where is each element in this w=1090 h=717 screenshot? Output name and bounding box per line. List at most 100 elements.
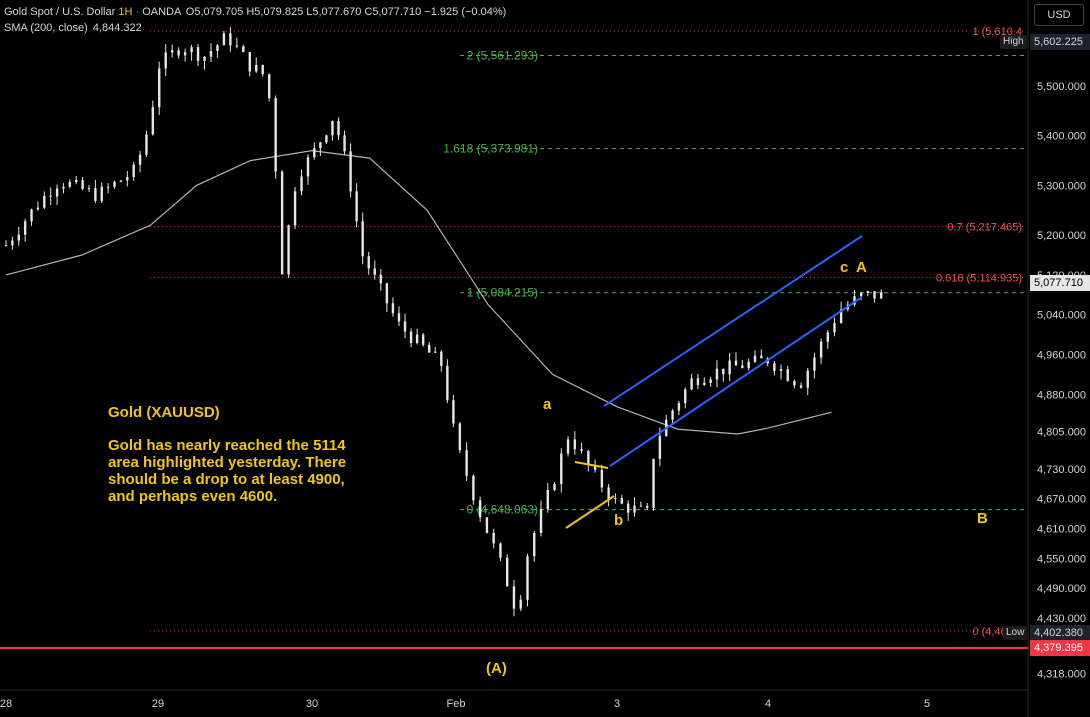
candle-body-101 (652, 458, 655, 508)
candle-body-78 (499, 543, 502, 558)
candle-body-124 (799, 385, 803, 388)
fib-red-label-2: 0.618 (5,114.935) (936, 272, 1022, 284)
candle-body-25 (164, 52, 167, 69)
candle-body-75 (478, 500, 482, 518)
candle-body-134 (866, 291, 870, 293)
candle-body-44 (287, 225, 290, 275)
candle-body-117 (753, 355, 757, 362)
symbol-name[interactable]: Gold Spot / U.S. Dollar (4, 6, 116, 18)
candle-body-111 (715, 368, 719, 380)
candle-body-106 (684, 389, 687, 404)
note-body: Gold has nearly reached the 5114 area hi… (108, 437, 347, 505)
candle-body-113 (728, 360, 731, 375)
candles-group (4, 26, 883, 617)
candle-body-79 (505, 557, 509, 587)
candle-body-104 (671, 410, 674, 420)
candle-body-48 (313, 148, 316, 158)
candle-body-108 (696, 378, 700, 386)
header-row-symbol: Gold Spot / U.S. Dollar 1H · OANDA O5,07… (4, 6, 507, 18)
candle-body-27 (177, 50, 180, 56)
channel-upper-line (603, 235, 863, 407)
high-price-label: 5,602.225 (1030, 34, 1090, 50)
fib-green-label-2: 1 (5,084.215) (467, 286, 538, 300)
candle-body-136 (880, 292, 883, 299)
candle-body-64 (409, 331, 413, 344)
wave-label-b: b (614, 512, 623, 529)
x-tick-5: 5 (924, 698, 930, 710)
y-tick-12: 4,550.000 (1037, 553, 1086, 565)
chart-header: Gold Spot / U.S. Dollar 1H · OANDA O5,07… (4, 4, 506, 36)
candle-body-107 (690, 378, 693, 390)
fib-green-label-0: 2 (5,561.293) (467, 49, 538, 63)
x-tick-Feb: Feb (447, 698, 466, 710)
candle-body-30 (196, 47, 200, 61)
candle-body-46 (300, 176, 303, 192)
candle-body-32 (209, 50, 213, 57)
interval[interactable]: 1H (118, 6, 133, 18)
candle-body-26 (170, 50, 174, 53)
low-tag: Low (1003, 626, 1028, 640)
candle-body-52 (337, 120, 340, 136)
candle-body-100 (646, 506, 649, 508)
candle-body-95 (614, 498, 617, 500)
candle-body-80 (512, 586, 516, 609)
candle-body-83 (533, 532, 536, 557)
red-line-price-label: 4,379.395 (1030, 640, 1090, 656)
candle-body-123 (793, 380, 796, 386)
fib-red-label-1: 0.7 (5,217.465) (947, 221, 1022, 233)
candle-body-97 (626, 503, 630, 513)
ohlc-values: O5,079.705 H5,079.825 L5,077.670 C5,077.… (185, 6, 507, 18)
candle-body-24 (158, 68, 161, 108)
header-row-sma: SMA (200, close) 4,844.322 (4, 20, 506, 36)
candle-body-98 (633, 505, 636, 513)
candle-body-127 (819, 341, 823, 358)
candle-body-68 (434, 351, 437, 353)
candle-body-86 (553, 483, 556, 491)
candle-body-87 (560, 453, 563, 484)
candle-body-91 (587, 450, 590, 466)
candle-body-73 (465, 450, 468, 476)
y-tick-8: 4,805.000 (1037, 427, 1086, 439)
wave-label-a: a (543, 396, 552, 413)
candle-body-47 (306, 157, 310, 177)
candle-body-22 (145, 134, 148, 155)
y-tick-2: 5,300.000 (1037, 180, 1086, 192)
y-tick-5: 5,040.000 (1037, 310, 1086, 322)
candle-body-71 (452, 400, 455, 424)
candle-body-120 (773, 363, 776, 372)
note-title: Gold (XAUUSD) (108, 404, 220, 421)
candle-body-40 (261, 64, 264, 75)
y-tick-11: 4,610.000 (1037, 524, 1086, 536)
sma-value: 4,844.322 (92, 22, 142, 34)
candle-body-128 (826, 332, 829, 342)
wave-label-paren-A: (A) (486, 660, 507, 677)
candle-body-62 (397, 313, 401, 322)
currency-button[interactable]: USD (1034, 4, 1084, 26)
candle-body-60 (385, 283, 389, 304)
candle-body-122 (786, 369, 789, 381)
x-tick-3: 3 (614, 698, 620, 710)
candle-body-59 (379, 274, 383, 284)
candle-body-11 (75, 179, 78, 183)
candle-body-102 (658, 436, 662, 459)
triangle-lower-line (565, 495, 615, 529)
candle-body-135 (873, 291, 876, 299)
candle-body-50 (325, 135, 328, 143)
candle-body-74 (472, 475, 475, 501)
candle-body-51 (331, 120, 334, 136)
sma-label[interactable]: SMA (200, close) (4, 22, 88, 34)
candle-body-3 (23, 221, 27, 235)
candle-body-34 (222, 33, 226, 46)
y-tick-0: 5,500.000 (1037, 81, 1086, 93)
candle-body-89 (573, 439, 577, 450)
y-tick-13: 4,490.000 (1037, 583, 1086, 595)
candle-body-45 (293, 191, 297, 226)
candle-body-118 (760, 355, 763, 359)
candle-body-77 (492, 532, 495, 544)
fib-green-label-1: 1.618 (5,373.981) (443, 142, 538, 156)
x-tick-28: 28 (0, 698, 12, 710)
high-tag: High (1000, 35, 1027, 49)
candle-body-39 (255, 64, 258, 72)
candle-body-66 (421, 334, 425, 345)
